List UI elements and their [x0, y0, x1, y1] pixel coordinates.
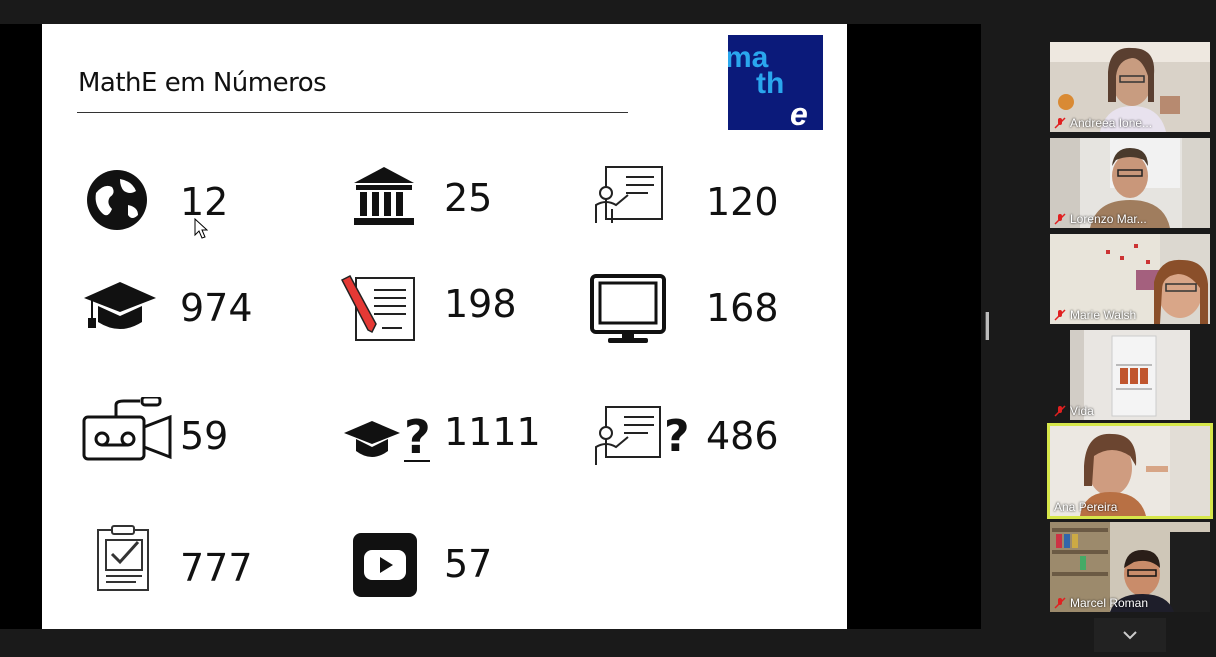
participant-name: Andreea Ione... — [1054, 116, 1152, 130]
participant-label: Marie Walsh — [1070, 308, 1137, 322]
participant-label: Andreea Ione... — [1070, 116, 1153, 130]
participant-label: Vida — [1070, 404, 1094, 418]
panel-resize-handle[interactable] — [985, 312, 989, 340]
participant-name: Ana Pereira — [1054, 500, 1117, 514]
graduation-cap-icon — [82, 278, 158, 343]
mic-muted-icon — [1054, 597, 1066, 609]
top-bar — [0, 0, 1216, 24]
video-camera-icon — [80, 395, 174, 468]
participant-name: Marie Walsh — [1054, 308, 1136, 322]
participant-label: Marcel Roman — [1070, 596, 1149, 610]
mouse-cursor-icon — [194, 217, 209, 245]
document-pen-icon — [340, 274, 418, 349]
svg-text:th: th — [756, 67, 784, 100]
mic-muted-icon — [1054, 117, 1066, 129]
stat-value: 1111 — [444, 410, 541, 454]
participant-name: Lorenzo Mar... — [1054, 212, 1147, 226]
stat-value: 974 — [180, 286, 253, 330]
stat-value: 25 — [444, 176, 493, 220]
svg-text:ma: ma — [728, 41, 769, 74]
participant-name: Vida — [1054, 404, 1094, 418]
globe-icon — [86, 169, 148, 236]
participant-label: Lorenzo Mar... — [1070, 212, 1147, 226]
stat-value: 57 — [444, 542, 493, 586]
title-underline — [77, 112, 628, 113]
youtube-icon — [352, 532, 418, 603]
stat-value: 777 — [180, 546, 253, 590]
participant-tile[interactable]: Vida — [1050, 330, 1210, 420]
svg-text:e: e — [790, 96, 808, 130]
mic-muted-icon — [1054, 309, 1066, 321]
chevron-down-icon — [1123, 631, 1137, 640]
participant-tile[interactable]: Andreea Ione... — [1050, 42, 1210, 132]
participant-tile-active-speaker[interactable]: Ana Pereira — [1047, 423, 1213, 519]
clipboard-check-icon — [96, 524, 152, 597]
shared-screen: MathE em Números ma th e 12 — [0, 24, 981, 629]
stat-value: 198 — [444, 282, 517, 326]
stat-value: 486 — [706, 414, 779, 458]
institution-icon — [352, 165, 416, 234]
participant-name: Marcel Roman — [1054, 596, 1148, 610]
monitor-icon — [590, 274, 666, 351]
slide-title: MathE em Números — [78, 68, 327, 98]
participant-label: Ana Pereira — [1054, 500, 1118, 514]
participant-tile[interactable]: Marcel Roman — [1050, 522, 1210, 612]
svg-text:?: ? — [664, 411, 690, 462]
graduation-cap-question-icon: ? — [344, 409, 434, 468]
teacher-board-icon — [592, 165, 664, 230]
participant-tile[interactable]: Lorenzo Mar... — [1050, 138, 1210, 228]
participant-tile[interactable]: Marie Walsh — [1050, 234, 1210, 324]
stat-value: 59 — [180, 414, 229, 458]
scroll-down-button[interactable] — [1094, 618, 1166, 652]
stat-value: 12 — [180, 180, 229, 224]
svg-text:?: ? — [404, 410, 431, 463]
mic-muted-icon — [1054, 213, 1066, 225]
stat-value: 168 — [706, 286, 779, 330]
presentation-slide: MathE em Números ma th e 12 — [42, 24, 847, 629]
stat-value: 120 — [706, 180, 779, 224]
mathe-logo: ma th e — [725, 35, 823, 132]
mic-muted-icon — [1054, 405, 1066, 417]
teacher-board-question-icon: ? — [592, 405, 692, 472]
